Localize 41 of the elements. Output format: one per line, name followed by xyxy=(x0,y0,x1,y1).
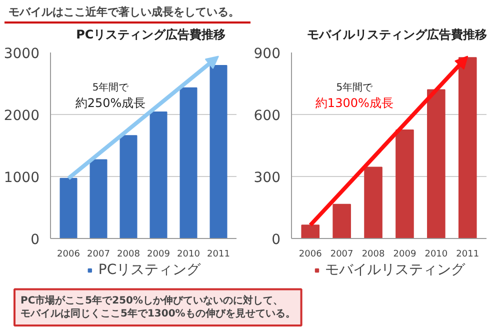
annotation: 約250%成長 xyxy=(75,96,146,110)
x-tick-label: 2011 xyxy=(207,250,230,260)
x-tick-label: 2010 xyxy=(177,250,200,260)
legend-label: モバイルリスティング xyxy=(325,261,465,279)
legend-label: PCリスティング xyxy=(98,261,201,279)
bar xyxy=(396,130,414,238)
bar xyxy=(180,87,198,238)
y-tick-label: 900 xyxy=(254,46,281,62)
bar xyxy=(301,224,320,238)
x-tick-label: 2011 xyxy=(456,250,480,260)
text: モバイルはここ近年で著しい成長をしている。 xyxy=(8,6,240,18)
y-tick-label: 3000 xyxy=(4,46,40,62)
bar xyxy=(90,159,108,238)
chart-title: モバイルリスティング広告費推移 xyxy=(306,28,487,42)
y-tick-label: 0 xyxy=(272,232,281,248)
bar xyxy=(427,89,446,238)
annotation: 約1300%成長 xyxy=(315,96,394,110)
text: モバイルは同じくここ5年で1300%もの伸びを見せている。 xyxy=(20,308,296,320)
bar xyxy=(364,166,382,238)
y-tick-label: 0 xyxy=(30,232,40,248)
x-tick-label: 2006 xyxy=(57,250,80,260)
y-tick-label: 1000 xyxy=(4,170,40,186)
x-tick-label: 2008 xyxy=(117,250,140,260)
chart-title: PCリスティング広告費推移 xyxy=(76,28,226,42)
x-tick-label: 2009 xyxy=(147,250,170,260)
x-tick-label: 2006 xyxy=(298,250,322,260)
x-tick-label: 2008 xyxy=(362,250,385,260)
annotation: 5年間で xyxy=(336,81,374,94)
bar xyxy=(332,204,351,238)
x-tick-label: 2010 xyxy=(424,250,448,260)
x-tick-label: 2007 xyxy=(330,250,354,260)
x-tick-label: 2007 xyxy=(87,250,110,260)
y-tick-label: 300 xyxy=(254,170,281,186)
y-tick-label: 2000 xyxy=(4,108,40,124)
x-tick-label: 2009 xyxy=(393,250,416,260)
bar xyxy=(120,135,138,238)
bar xyxy=(150,112,168,238)
bar xyxy=(60,178,78,238)
text: PC市場がここ5年で250%しか伸びていないのに対して、 xyxy=(20,294,284,306)
y-tick-label: 600 xyxy=(254,108,281,124)
annotation: 5年間で xyxy=(92,81,130,94)
